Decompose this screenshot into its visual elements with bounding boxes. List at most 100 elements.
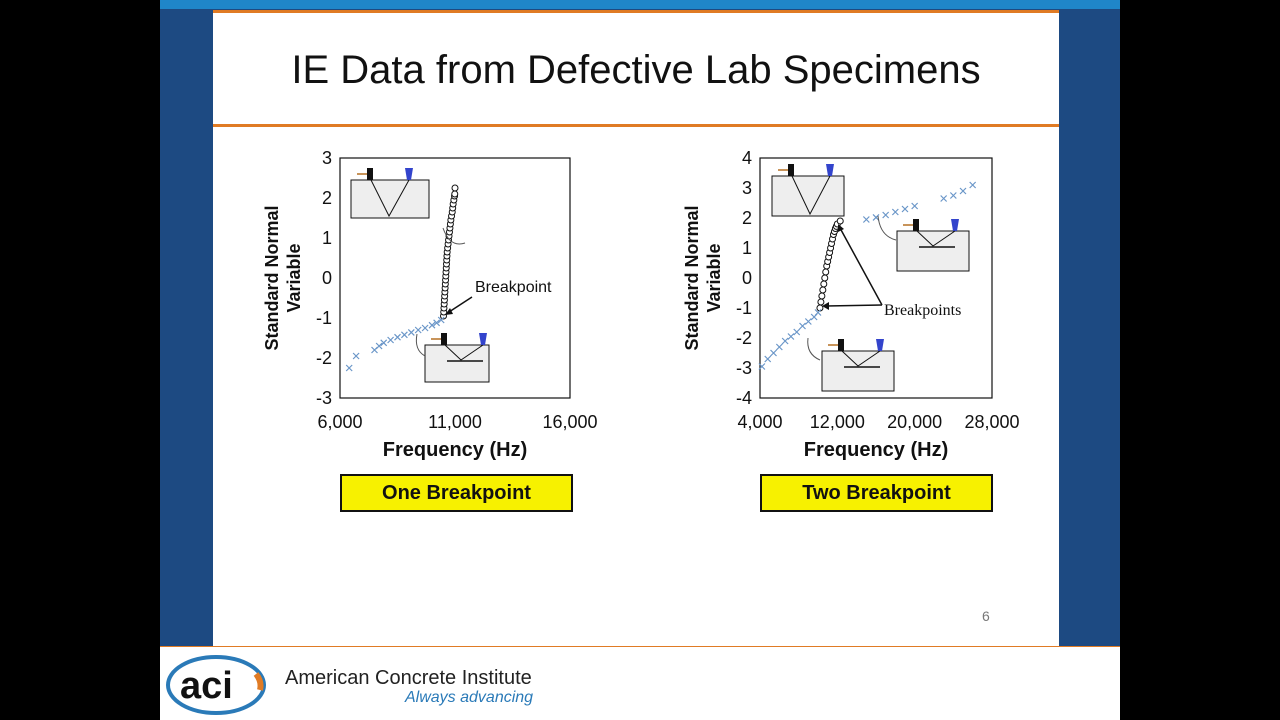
title-bottom-rule	[213, 124, 1059, 127]
breakpoint-label: Breakpoint	[475, 279, 552, 296]
callout-two-breakpoint: Two Breakpoint	[760, 474, 993, 512]
data-point-cross	[862, 216, 870, 223]
data-point-cross	[421, 324, 429, 332]
y-axis-label-line: Standard Normal	[262, 205, 282, 350]
arrow-icon	[445, 308, 453, 315]
data-point-cross	[814, 309, 822, 316]
x-axis-label: Frequency (Hz)	[383, 439, 527, 461]
inset-cracked-specimen-lower	[821, 339, 895, 392]
callout-one-breakpoint: One Breakpoint	[340, 474, 573, 512]
data-point-cross	[940, 195, 948, 202]
y-tick-label: -3	[736, 358, 752, 378]
data-point-cross	[387, 336, 395, 344]
data-point-cross	[400, 331, 408, 339]
y-tick-label: -1	[316, 308, 332, 328]
x-tick-label: 20,000	[887, 412, 942, 432]
logo-text: aci	[180, 665, 233, 707]
data-point-cross	[775, 343, 783, 351]
data-point-cross	[969, 181, 977, 189]
impactor-icon	[913, 219, 919, 231]
y-tick-label: 2	[322, 188, 332, 208]
slide: IE Data from Defective Lab Specimens 6 a…	[160, 0, 1120, 720]
x-tick-label: 16,000	[542, 412, 597, 432]
data-point-circle	[451, 184, 459, 192]
impactor-icon	[788, 164, 794, 176]
x-tick-label: 12,000	[810, 412, 865, 432]
data-point-cross	[781, 337, 789, 345]
arrow-icon	[822, 302, 829, 310]
x-tick-label: 6,000	[317, 412, 362, 432]
y-tick-label: 0	[742, 268, 752, 288]
data-point-cross	[901, 205, 909, 213]
chart-two-breakpoint: 4 3 2 1 0 -1 -2 -3 -4 4,000 12,000 20,000 28,000 Freq…	[682, 148, 1020, 461]
y-tick-label: -2	[316, 348, 332, 368]
transducer-icon	[951, 219, 959, 231]
x-axis-label: Frequency (Hz)	[804, 439, 948, 461]
data-point-cross	[787, 333, 795, 340]
y-axis-label-line: Standard Normal	[682, 205, 702, 350]
transducer-icon	[405, 168, 413, 180]
data-point-cross	[407, 328, 415, 336]
data-point-cross	[799, 322, 806, 330]
data-point-cross	[949, 192, 957, 199]
impactor-icon	[367, 168, 373, 180]
data-point-cross	[380, 339, 388, 347]
data-point-cross	[352, 352, 360, 360]
data-point-cross	[770, 349, 777, 357]
y-tick-label: -2	[736, 328, 752, 348]
x-tick-label: 28,000	[964, 412, 1019, 432]
data-point-circle	[817, 298, 825, 306]
data-point-cross	[414, 326, 422, 334]
top-bar	[160, 0, 1120, 9]
y-axis-label: Standard Normal Variable	[262, 205, 304, 350]
data-point-circle	[820, 280, 828, 288]
y-tick-label: 4	[742, 148, 752, 168]
data-point-cross	[793, 328, 801, 336]
data-point-cross	[882, 211, 890, 219]
data-point-cross	[959, 187, 967, 195]
transducer-icon	[876, 339, 884, 351]
data-point-cross	[428, 321, 436, 329]
data-point-cross	[375, 342, 383, 350]
data-point-cross	[433, 319, 441, 327]
y-axis-label-line: Variable	[704, 243, 724, 312]
y-tick-label: -1	[736, 298, 752, 318]
data-point-circle	[451, 190, 459, 198]
inset-cracked-specimen-upper	[896, 219, 970, 272]
y-tick-label: 1	[322, 228, 332, 248]
data-point-cross	[437, 316, 445, 324]
impactor-icon	[441, 333, 447, 345]
data-point-cross	[394, 333, 401, 341]
y-tick-label: -3	[316, 388, 332, 408]
transducer-icon	[826, 164, 834, 176]
data-point-circle	[821, 274, 829, 282]
data-point-cross	[804, 318, 812, 325]
y-tick-label: 1	[742, 238, 752, 258]
inset-intact-specimen	[771, 164, 845, 217]
inset-intact-specimen	[350, 168, 430, 219]
data-point-cross	[764, 355, 772, 363]
title-top-rule	[213, 10, 1059, 13]
page-number: 6	[982, 608, 990, 624]
logo-ring-icon	[166, 655, 266, 715]
aci-logo: aci	[166, 655, 266, 715]
breakpoints-label: Breakpoints	[884, 302, 961, 319]
data-point-circle	[822, 268, 830, 276]
data-point-cross	[758, 363, 766, 370]
data-point-circle	[818, 292, 826, 300]
impactor-icon	[838, 339, 844, 351]
y-tick-label: 2	[742, 208, 752, 228]
y-tick-label: 0	[322, 268, 332, 288]
arrow-icon	[838, 224, 844, 232]
transducer-icon	[479, 333, 487, 345]
data-point-cross	[911, 202, 919, 210]
inset-cracked-specimen	[424, 333, 490, 383]
y-tick-label: 3	[322, 148, 332, 168]
org-tagline: Always advancing	[405, 689, 534, 706]
y-axis-label-line: Variable	[284, 243, 304, 312]
data-point-cross	[891, 208, 899, 216]
y-axis-label: Standard Normal Variable	[682, 205, 724, 350]
chart-one-breakpoint: 3 2 1 0 -1 -2 -3 6,000 11,000 16,000 Frequency (Hz…	[262, 148, 598, 461]
data-point-cross	[345, 364, 353, 372]
org-name: American Concrete Institute	[285, 667, 532, 689]
